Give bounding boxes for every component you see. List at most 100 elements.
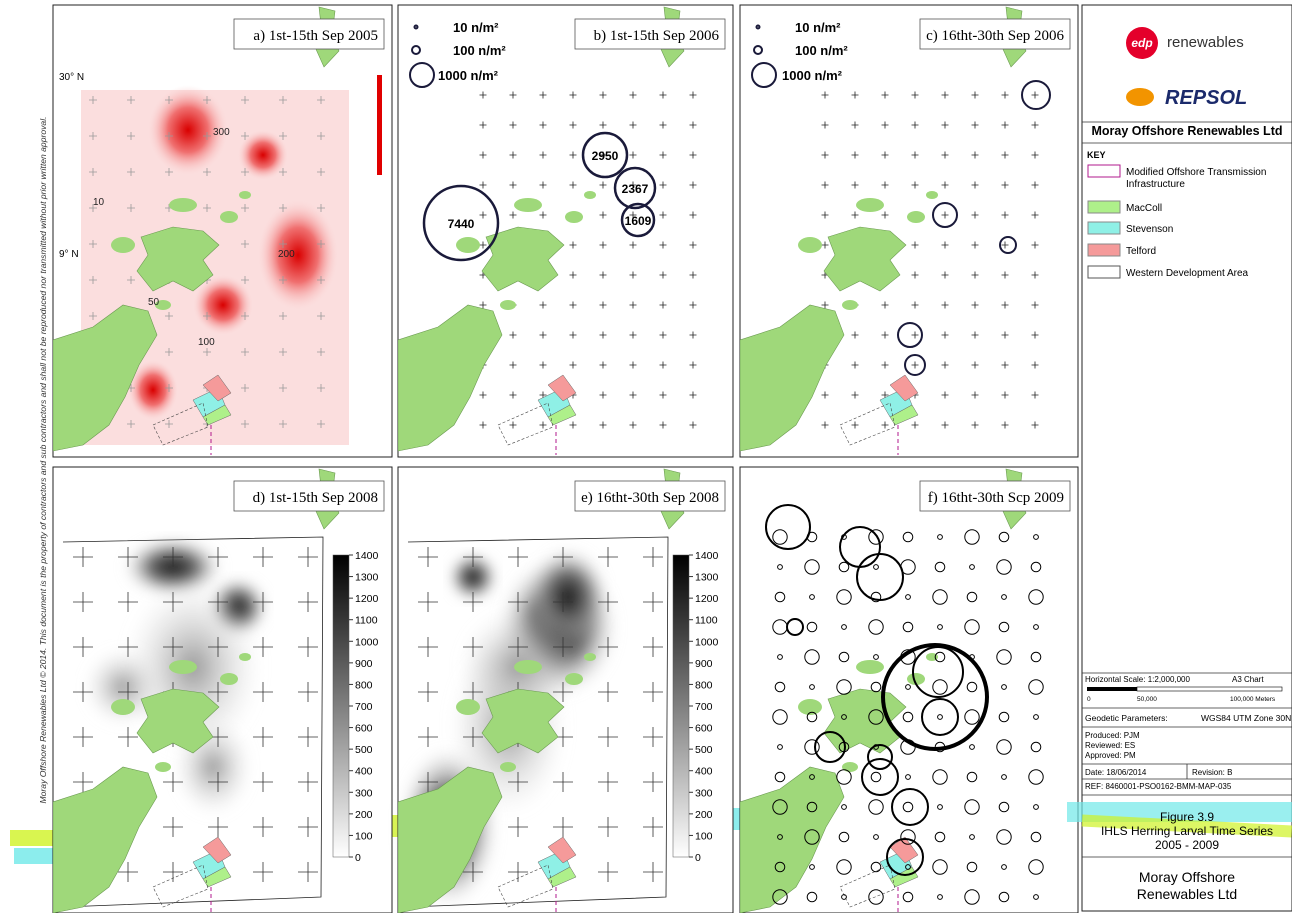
annotation: 2367 (622, 182, 649, 196)
colorbar-label: 900 (695, 658, 713, 670)
colorbar-label: 400 (355, 766, 373, 778)
key-title: KEY (1087, 150, 1106, 160)
map-panel: 10 n/m² 100 n/m² 1000 n/m² c) 16tht-30th Se… (740, 5, 1078, 457)
figure-number: Figure 3.9 (1160, 810, 1214, 824)
colorbar-label: 1300 (695, 572, 719, 584)
colorbar-label: 1000 (355, 636, 379, 648)
colorbar-label: 300 (355, 787, 373, 799)
key-label: Telford (1126, 246, 1156, 257)
figure: Moray Offshore Renewables Ltd © 2014. Th… (0, 0, 1292, 913)
legend-label: 10 n/m² (453, 20, 499, 35)
title-box: f) 16tht-30th Scp 2009 (920, 481, 1070, 511)
panel-title: c) 16tht-30th Sep 2006 (926, 28, 1064, 44)
density-blob (238, 130, 288, 180)
contour-label: 50 (148, 297, 160, 308)
legend-label: 100 n/m² (795, 43, 848, 58)
key-swatch (1088, 222, 1120, 234)
key-swatch (1088, 165, 1120, 177)
date: Date: 18/06/2014 (1085, 768, 1147, 777)
footer-line: Moray Offshore (1139, 869, 1235, 885)
key-label: Stevenson (1126, 224, 1173, 235)
scale-bar (377, 75, 382, 175)
logo-edp: edp (1131, 36, 1152, 50)
legend-label: 1000 n/m² (782, 68, 843, 83)
produced: Produced: PJM (1085, 731, 1140, 740)
scale-tick: 50,000 (1137, 696, 1157, 703)
colorbar-label: 1000 (695, 636, 719, 648)
key-swatch (1088, 266, 1120, 278)
footer: Moray OffshoreRenewables Ltd (1137, 869, 1237, 902)
contour-label: 100 (198, 337, 215, 348)
colorbar-label: 500 (355, 744, 373, 756)
colorbar-label: 1400 (355, 550, 379, 562)
legend-label: 10 n/m² (795, 20, 841, 35)
colorbar-label: 1100 (695, 615, 718, 627)
footer-line: Renewables Ltd (1137, 886, 1237, 902)
key-swatch (1088, 201, 1120, 213)
scale: Horizontal Scale: 1:2,000,000 (1085, 675, 1191, 684)
contour-label: 200 (278, 249, 295, 260)
sheet: A3 Chart (1232, 675, 1264, 684)
page: Moray Offshore Renewables Ltd © 2014. Th… (0, 0, 1292, 913)
colorbar-label: 300 (695, 787, 713, 799)
colorbar-label: 200 (355, 809, 373, 821)
map-panel: 1400130012001100100090080070060050040030… (53, 467, 392, 913)
scale-bar (1087, 687, 1137, 691)
logo-repsol: REPSOL (1165, 87, 1247, 109)
map-panel: 10 n/m²100 n/m²1000 n/m²7440295023671609… (398, 5, 733, 457)
colorbar-label: 0 (355, 852, 361, 864)
colorbar-label: 1400 (695, 550, 719, 562)
print-strip (14, 848, 59, 864)
panel-title: d) 1st-15th Sep 2008 (253, 490, 378, 506)
print-strip (10, 830, 55, 846)
colorbar-label: 600 (695, 723, 713, 735)
colorbar-label: 1100 (355, 615, 378, 627)
colorbar-label: 800 (355, 679, 373, 691)
key-label-line: Infrastructure (1126, 179, 1185, 190)
legend-label: 100 n/m² (453, 43, 506, 58)
figure-years: 2005 - 2009 (1155, 838, 1219, 852)
colorbar-label: 500 (695, 744, 713, 756)
logo-mark (1126, 88, 1154, 106)
map-panel: f) 16tht-30th Scp 2009 (740, 467, 1078, 913)
contour-label: 10 (93, 197, 105, 208)
colorbar-label: 600 (355, 723, 373, 735)
colorbar-label: 100 (695, 830, 713, 842)
map-panel: 1400130012001100100090080070060050040030… (398, 467, 733, 913)
sidebar-group: edprenewablesREPSOLMoray Offshore Renewa… (1067, 5, 1292, 911)
title-box: d) 1st-15th Sep 2008 (234, 481, 384, 511)
colorbar (673, 555, 689, 857)
key-label: MacColl (1126, 203, 1162, 214)
legend-label: 1000 n/m² (438, 68, 499, 83)
map-panel: 30° N9° N3002001005010a) 1st-15th Sep 20… (53, 5, 392, 457)
key-swatch (1088, 244, 1120, 256)
colorbar (333, 555, 349, 857)
contour-label: 300 (213, 127, 230, 138)
colorbar-label: 700 (695, 701, 713, 713)
panel-title: a) 1st-15th Sep 2005 (253, 28, 378, 44)
colorbar-label: 900 (355, 658, 373, 670)
annotation: 7440 (448, 217, 475, 231)
approved: Approved: PM (1085, 751, 1136, 760)
colorbar-label: 400 (695, 766, 713, 778)
reviewed: Reviewed: ES (1085, 741, 1135, 750)
panel-title: e) 16tht-30th Sep 2008 (581, 490, 719, 506)
colorbar-label: 700 (355, 701, 373, 713)
colorbar-label: 1300 (355, 572, 379, 584)
title-box: c) 16tht-30th Sep 2006 (920, 19, 1070, 49)
panel-title: f) 16tht-30th Scp 2009 (928, 490, 1064, 506)
scale-bar (1137, 687, 1282, 691)
revision: Revision: B (1192, 768, 1232, 777)
scale-tick: 100,000 Meters (1230, 696, 1276, 703)
annotation: 1609 (625, 214, 652, 228)
copyright: Moray Offshore Renewables Ltd © 2014. Th… (38, 116, 48, 803)
colorbar-label: 1200 (695, 593, 719, 605)
colorbar-label: 0 (695, 852, 701, 864)
figure-title: IHLS Herring Larval Time Series (1101, 824, 1273, 838)
density-blob (258, 200, 338, 310)
key-label-line: Modified Offshore Transmission (1126, 167, 1266, 178)
title-box: a) 1st-15th Sep 2005 (234, 19, 384, 49)
colorbar-label: 200 (695, 809, 713, 821)
ref: REF: 8460001-PSO0162-BMM-MAP-035 (1085, 782, 1232, 791)
sidebar: edprenewablesREPSOLMoray Offshore Renewa… (1067, 5, 1292, 911)
